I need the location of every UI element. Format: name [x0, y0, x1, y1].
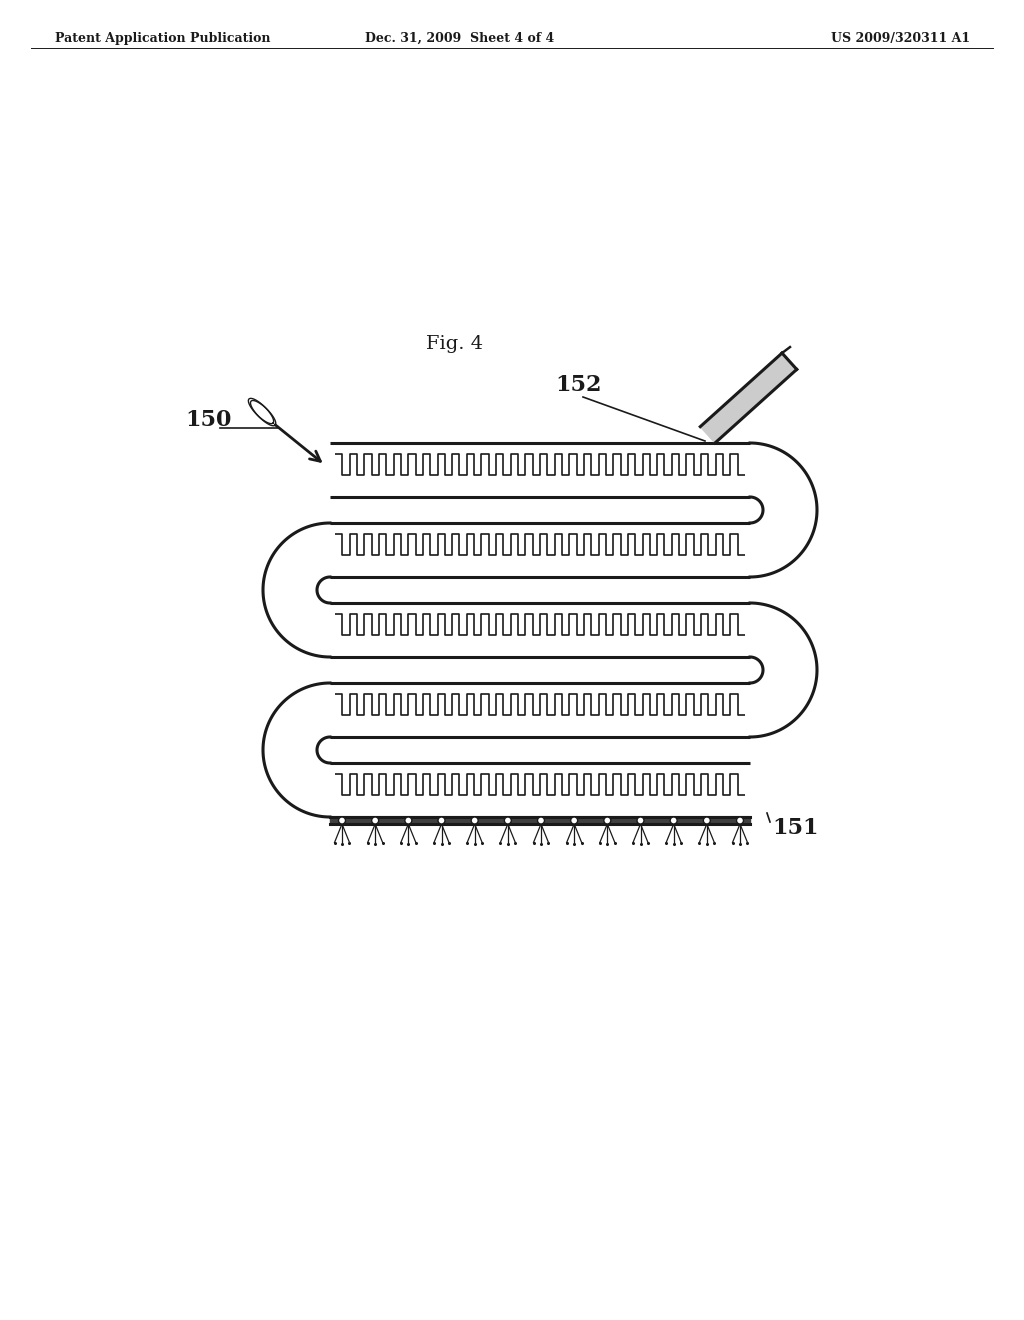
Circle shape — [637, 817, 644, 824]
Circle shape — [438, 817, 445, 824]
Circle shape — [471, 817, 478, 824]
Text: Dec. 31, 2009  Sheet 4 of 4: Dec. 31, 2009 Sheet 4 of 4 — [366, 32, 555, 45]
Circle shape — [339, 817, 345, 824]
Text: Patent Application Publication: Patent Application Publication — [55, 32, 270, 45]
Circle shape — [505, 817, 511, 824]
Circle shape — [570, 817, 578, 824]
Text: US 2009/320311 A1: US 2009/320311 A1 — [830, 32, 970, 45]
Circle shape — [372, 817, 379, 824]
Circle shape — [404, 817, 412, 824]
Circle shape — [604, 817, 611, 824]
Circle shape — [670, 817, 677, 824]
Circle shape — [736, 817, 743, 824]
Text: 150: 150 — [185, 409, 231, 432]
Text: Fig. 4: Fig. 4 — [426, 335, 483, 352]
Circle shape — [703, 817, 711, 824]
Text: 151: 151 — [772, 817, 818, 840]
Polygon shape — [700, 352, 797, 444]
Text: 152: 152 — [555, 374, 601, 396]
Circle shape — [538, 817, 545, 824]
